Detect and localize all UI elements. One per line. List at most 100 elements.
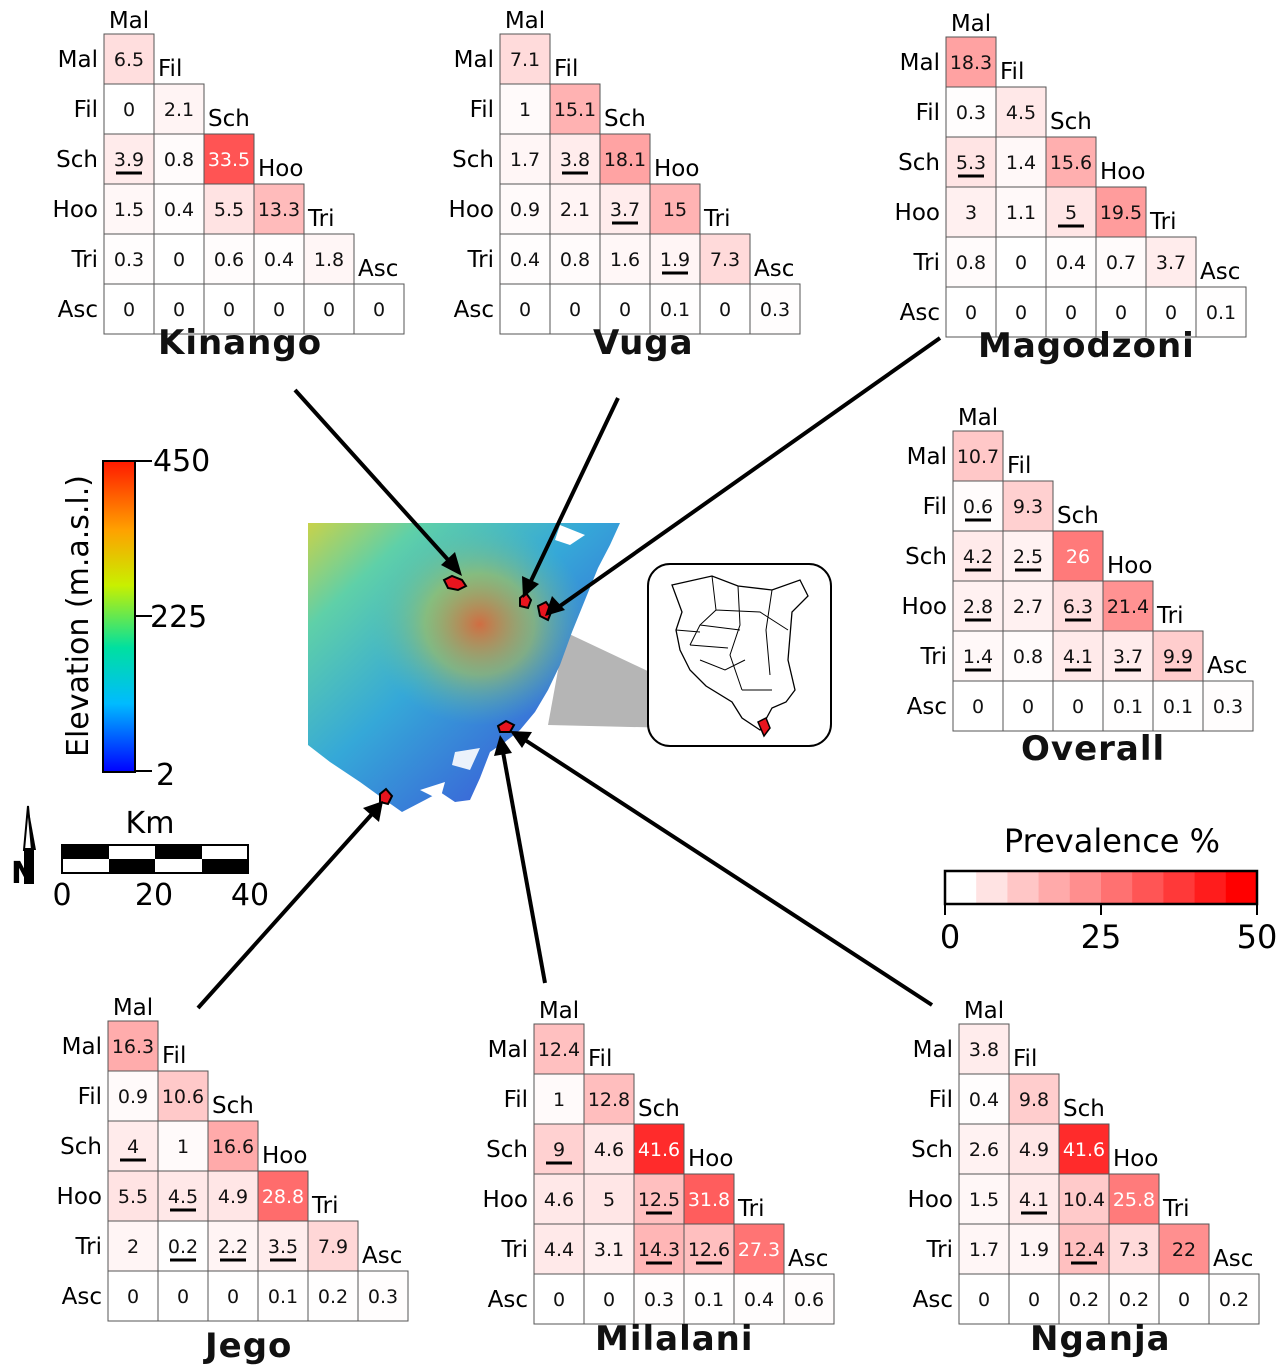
column-label: Hoo xyxy=(654,156,699,182)
site-magodzoni xyxy=(536,600,554,622)
cell-value: 0.2 xyxy=(1219,1289,1249,1311)
matrix-cell xyxy=(945,86,997,138)
title-vuga: Vuga xyxy=(593,323,694,363)
column-label: Hoo xyxy=(1113,1146,1158,1172)
column-label: Hoo xyxy=(688,1146,733,1172)
scale-bar: Km 0 20 40 xyxy=(52,806,269,913)
row-label: Mal xyxy=(900,50,940,76)
matrix-cell xyxy=(207,1120,259,1172)
cell-value: 21.4 xyxy=(1107,596,1149,618)
cell-value: 3.8 xyxy=(969,1039,999,1061)
cell-value: 1.7 xyxy=(510,149,540,171)
matrix-cell xyxy=(995,236,1047,288)
column-label: Sch xyxy=(638,1096,680,1122)
prevalence-matrix: Mal 7.1 Mal Fil 1 15.1 Fil Sch 1.7 3.8 18.1 Sch Hoo 0… xyxy=(449,8,801,335)
matrix-cell xyxy=(1008,1123,1060,1175)
title-magodzoni: Magodzoni xyxy=(978,326,1195,366)
cell-value: 5.5 xyxy=(118,1186,148,1208)
cell-value: 0.3 xyxy=(368,1286,398,1308)
prevalence-bin xyxy=(1132,871,1164,904)
cell-value: 1.4 xyxy=(963,646,993,668)
cell-value: 4.1 xyxy=(1019,1189,1049,1211)
matrix-cell xyxy=(1002,630,1054,682)
cell-value: 0.3 xyxy=(1213,696,1243,718)
matrix-cell xyxy=(699,283,751,335)
cell-value: 0 xyxy=(227,1286,239,1308)
cell-value: 3.1 xyxy=(594,1239,624,1261)
column-label: Fil xyxy=(588,1046,612,1072)
matrix-cell xyxy=(945,186,997,238)
matrix-cell xyxy=(303,283,355,335)
cell-value: 5 xyxy=(1065,202,1077,224)
matrix-cell xyxy=(549,83,601,135)
cell-value: 16.6 xyxy=(212,1136,254,1158)
matrix-cell xyxy=(1058,1223,1110,1275)
column-label: Hoo xyxy=(258,156,303,182)
cell-value: 0.4 xyxy=(969,1089,999,1111)
elevation-legend: 450 225 2 Elevation (m.a.s.l.) xyxy=(61,444,210,793)
matrix-cell xyxy=(1152,630,1204,682)
matrix-cell xyxy=(103,283,155,335)
column-label: Asc xyxy=(1207,653,1247,679)
cell-value: 6.3 xyxy=(1063,596,1093,618)
column-label: Fil xyxy=(158,56,182,82)
matrix-cell xyxy=(203,133,255,185)
matrix-cell xyxy=(353,283,405,335)
cell-value: 15 xyxy=(663,199,687,221)
matrix-cell xyxy=(958,1073,1010,1125)
matrix-cell xyxy=(995,136,1047,188)
cell-value: 1.9 xyxy=(1019,1239,1049,1261)
prevalence-bin xyxy=(1007,871,1040,904)
title-nganja: Nganja xyxy=(1030,1319,1171,1359)
row-label: Asc xyxy=(488,1287,528,1313)
matrix-cell xyxy=(203,283,255,335)
cell-value: 18.1 xyxy=(604,149,646,171)
cell-value: 0.1 xyxy=(1206,302,1236,324)
matrix-cell xyxy=(157,1270,209,1322)
cell-value: 0 xyxy=(1022,696,1034,718)
matrix-cell xyxy=(1002,480,1054,532)
matrix-cell xyxy=(683,1273,735,1325)
cell-value: 7.9 xyxy=(318,1236,348,1258)
prevalence-matrix: Mal 6.5 Mal Fil 0 2.1 Fil Sch 3.9 0.8 33.5 Sch Hoo 1.… xyxy=(53,8,405,335)
row-label: Fil xyxy=(916,100,940,126)
cell-value: 15.6 xyxy=(1050,152,1092,174)
cell-value: 12.8 xyxy=(588,1089,630,1111)
column-label: Tri xyxy=(1156,603,1184,629)
row-label: Hoo xyxy=(57,1184,102,1210)
matrix-cell xyxy=(952,430,1004,482)
cell-value: 4 xyxy=(127,1136,139,1158)
cell-value: 9.8 xyxy=(1019,1089,1049,1111)
cell-value: 0.1 xyxy=(1113,696,1143,718)
site-vuga xyxy=(519,591,533,610)
title-overall: Overall xyxy=(1021,729,1166,769)
cell-value: 0.8 xyxy=(164,149,194,171)
cell-value: 5.5 xyxy=(214,199,244,221)
matrix-cell xyxy=(1052,530,1104,582)
matrix-cell xyxy=(107,1020,159,1072)
elevation-mid-label: 225 xyxy=(150,600,207,635)
matrix-cell xyxy=(307,1220,359,1272)
cell-value: 0 xyxy=(373,299,385,321)
matrix-cell xyxy=(599,283,651,335)
leader-arrows xyxy=(196,336,942,1010)
cell-value: 0.6 xyxy=(214,249,244,271)
matrix-cell xyxy=(103,83,155,135)
matrix-cell xyxy=(1108,1223,1160,1275)
matrix-cell xyxy=(583,1073,635,1125)
north-arrow-icon: N xyxy=(11,805,36,891)
matrix-overall: Mal 10.7 Mal Fil 0.6 9.3 Fil Sch 4.2 2.5 26 Sch Hoo 2… xyxy=(897,401,1287,740)
cell-value: 1.4 xyxy=(1006,152,1036,174)
column-label: Asc xyxy=(358,256,398,282)
matrix-cell xyxy=(733,1223,785,1275)
matrix-cell xyxy=(683,1223,735,1275)
row-label: Mal xyxy=(907,444,947,470)
cell-value: 12.5 xyxy=(638,1189,680,1211)
cell-value: 2.1 xyxy=(164,99,194,121)
matrix-cell xyxy=(952,530,1004,582)
matrix-cell xyxy=(257,1270,309,1322)
row-label: Fil xyxy=(929,1087,953,1113)
matrix-cell xyxy=(153,283,205,335)
matrix-cell xyxy=(958,1023,1010,1075)
column-label: Sch xyxy=(1057,503,1099,529)
